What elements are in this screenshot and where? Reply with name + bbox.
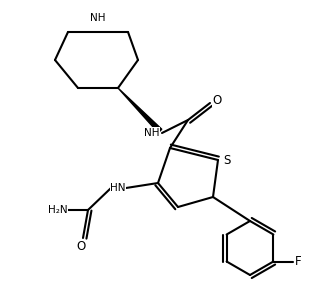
Text: F: F <box>295 255 302 268</box>
Text: NH: NH <box>144 128 160 138</box>
Text: H₂N: H₂N <box>48 205 68 215</box>
Text: O: O <box>76 240 86 253</box>
Text: O: O <box>212 94 222 107</box>
Text: HN: HN <box>110 183 126 193</box>
Text: S: S <box>223 154 231 166</box>
Polygon shape <box>118 88 162 133</box>
Text: NH: NH <box>90 13 106 23</box>
